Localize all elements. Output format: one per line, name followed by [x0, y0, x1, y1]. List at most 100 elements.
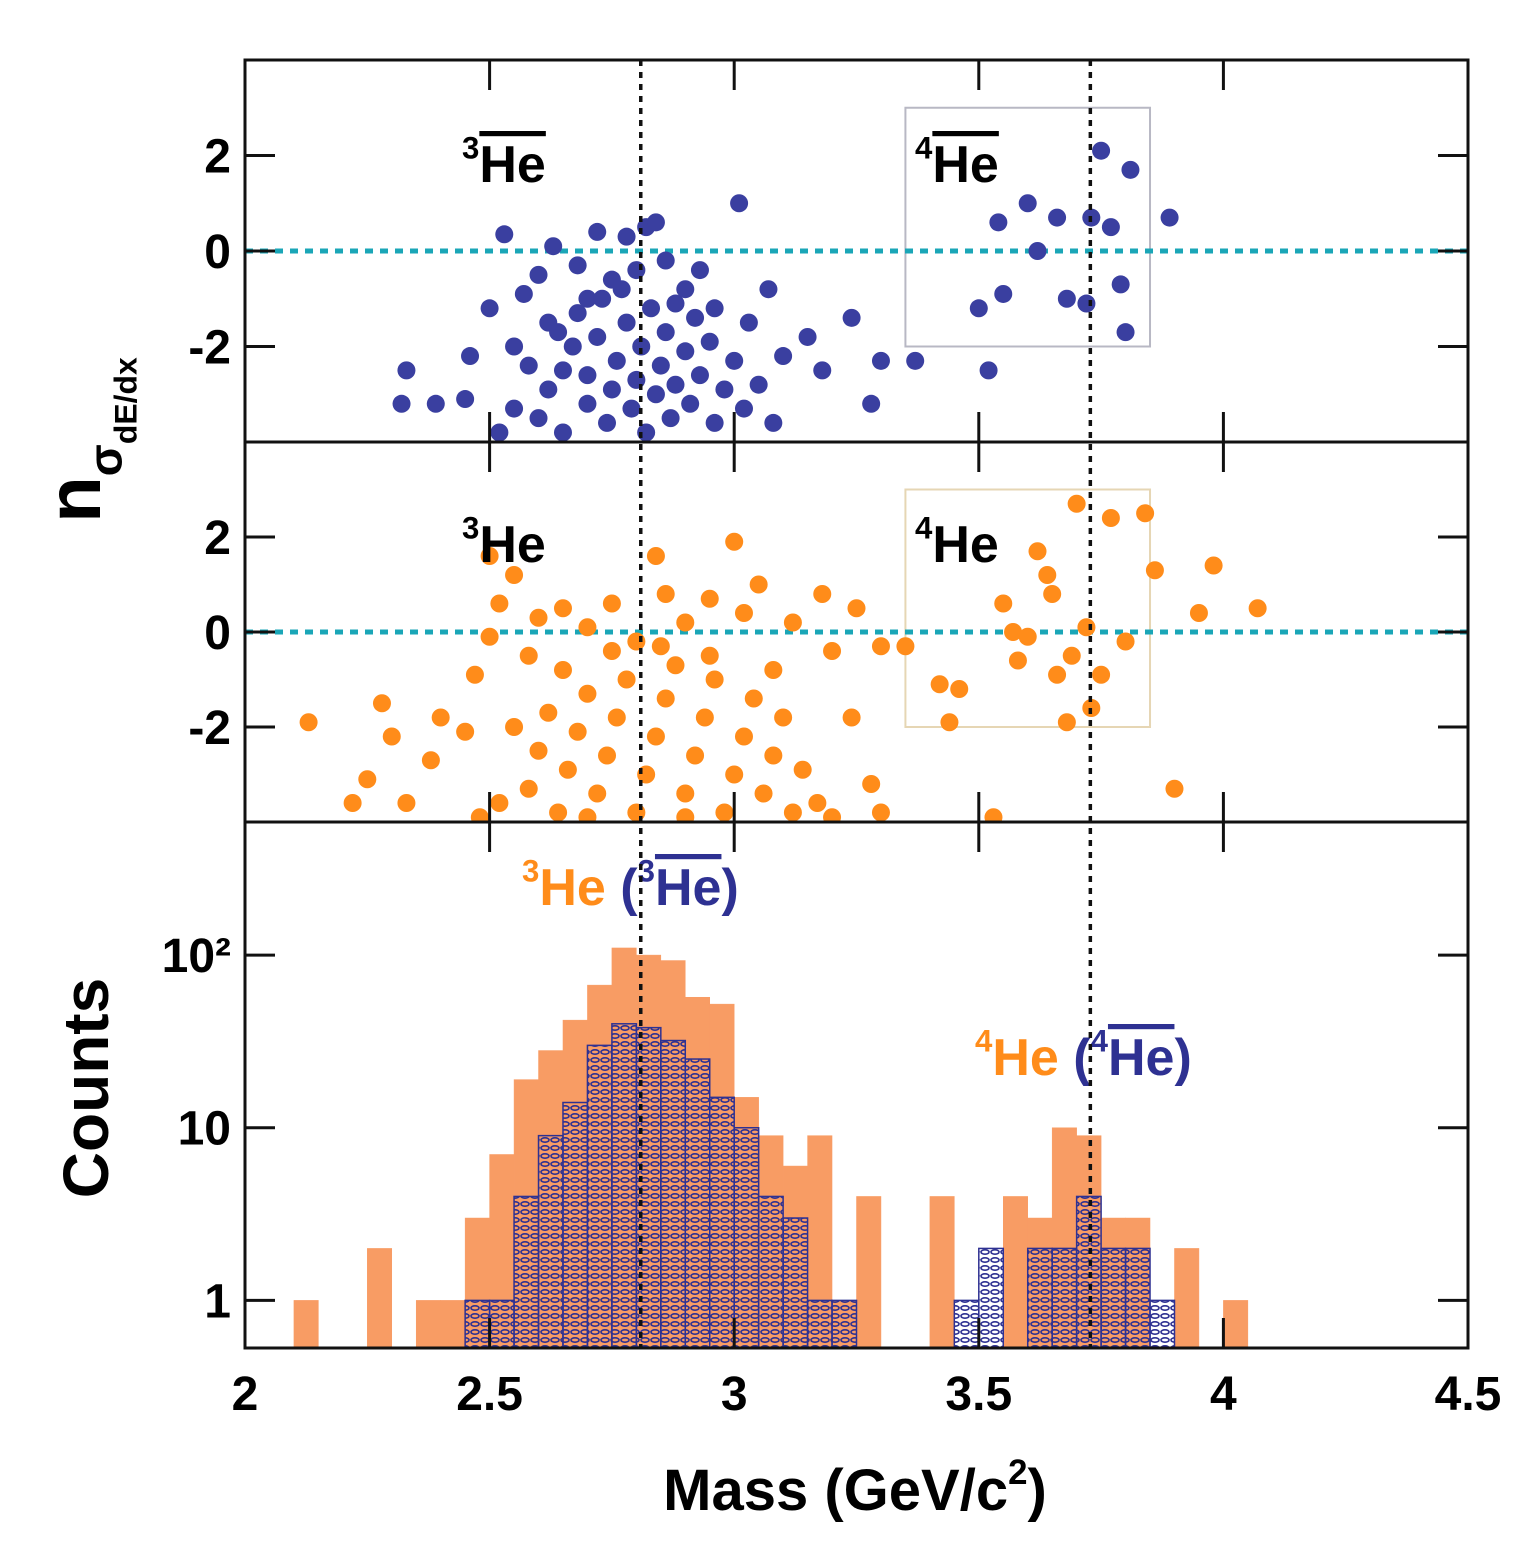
histogram-bar — [1100, 1247, 1127, 1348]
point — [617, 227, 636, 246]
annotation: 3He (3He) — [522, 854, 739, 917]
point — [358, 770, 377, 789]
point — [813, 361, 832, 380]
label-part: 3 — [522, 854, 539, 889]
point — [798, 327, 817, 346]
point — [1018, 627, 1037, 646]
point — [578, 394, 597, 413]
x-tick-label: 2.5 — [456, 1368, 523, 1421]
point — [456, 390, 475, 409]
point — [1018, 194, 1037, 213]
point — [568, 722, 587, 741]
point — [607, 708, 626, 727]
point — [343, 794, 362, 812]
point — [568, 256, 587, 275]
point — [1121, 160, 1140, 179]
point — [783, 613, 802, 632]
histogram-bar — [1124, 1247, 1151, 1348]
label-part: He — [539, 859, 605, 917]
point — [823, 642, 842, 660]
point — [1116, 323, 1135, 342]
histogram-bar — [806, 1299, 833, 1348]
label-part: He — [992, 1029, 1058, 1087]
point — [847, 599, 866, 618]
x-axis-title: Mass (GeV/c2) — [663, 1453, 1047, 1523]
point — [646, 547, 665, 565]
histogram-bar — [537, 1134, 564, 1348]
plot-area — [293, 947, 1249, 1348]
point — [578, 289, 597, 308]
y-tick-label: 10² — [162, 930, 231, 983]
point — [1038, 566, 1057, 584]
point — [896, 637, 915, 656]
label-part: 2 — [1008, 1453, 1027, 1492]
point — [1136, 504, 1155, 523]
point — [544, 237, 563, 256]
histogram-bar — [733, 1126, 760, 1348]
point — [529, 741, 548, 760]
point — [1189, 604, 1208, 622]
histogram-bar — [562, 1101, 589, 1348]
point — [602, 380, 621, 399]
x-tick-label: 2 — [232, 1368, 259, 1421]
y-tick-label: 1 — [204, 1275, 231, 1328]
point — [690, 261, 709, 280]
point — [862, 394, 881, 413]
histogram-bar — [1149, 1299, 1176, 1348]
point — [705, 299, 724, 318]
point — [734, 727, 753, 746]
point — [695, 708, 714, 727]
point — [700, 332, 719, 351]
point — [1204, 556, 1223, 575]
y-tick-label: 0 — [204, 226, 231, 279]
point — [1092, 665, 1111, 684]
point — [676, 784, 695, 803]
point — [490, 594, 509, 613]
x-tick-label: 3 — [721, 1368, 748, 1421]
point — [1062, 646, 1081, 665]
point — [642, 299, 661, 318]
y-tick-label: 0 — [204, 607, 231, 660]
point — [1048, 665, 1067, 684]
point — [651, 356, 670, 375]
point — [700, 589, 719, 608]
point — [994, 284, 1013, 303]
point — [578, 684, 597, 703]
point — [700, 646, 719, 665]
label-part: He — [479, 516, 545, 574]
point — [426, 394, 445, 413]
point — [607, 351, 626, 370]
point — [632, 337, 651, 356]
histogram-bar — [757, 1195, 784, 1348]
label-part: 3 — [462, 131, 479, 166]
point — [495, 225, 514, 244]
point — [774, 708, 793, 727]
point — [1101, 509, 1120, 527]
point — [627, 261, 646, 280]
annotation: 3He — [462, 511, 546, 574]
annotation: 4He — [915, 511, 999, 574]
point — [871, 803, 890, 822]
point — [588, 784, 607, 803]
point — [553, 361, 572, 380]
point — [490, 794, 509, 812]
point — [558, 760, 577, 779]
point — [906, 351, 925, 370]
point — [612, 280, 631, 299]
point — [656, 585, 675, 603]
point — [568, 304, 587, 323]
point — [715, 803, 734, 822]
histogram-bar — [611, 1023, 638, 1348]
point — [563, 337, 582, 356]
point — [578, 618, 597, 637]
point — [539, 380, 558, 399]
point — [871, 637, 890, 656]
point — [950, 680, 969, 698]
point — [739, 313, 758, 332]
point — [553, 423, 572, 442]
point — [676, 342, 695, 361]
point — [505, 399, 524, 418]
point — [646, 213, 665, 232]
point — [715, 380, 734, 399]
